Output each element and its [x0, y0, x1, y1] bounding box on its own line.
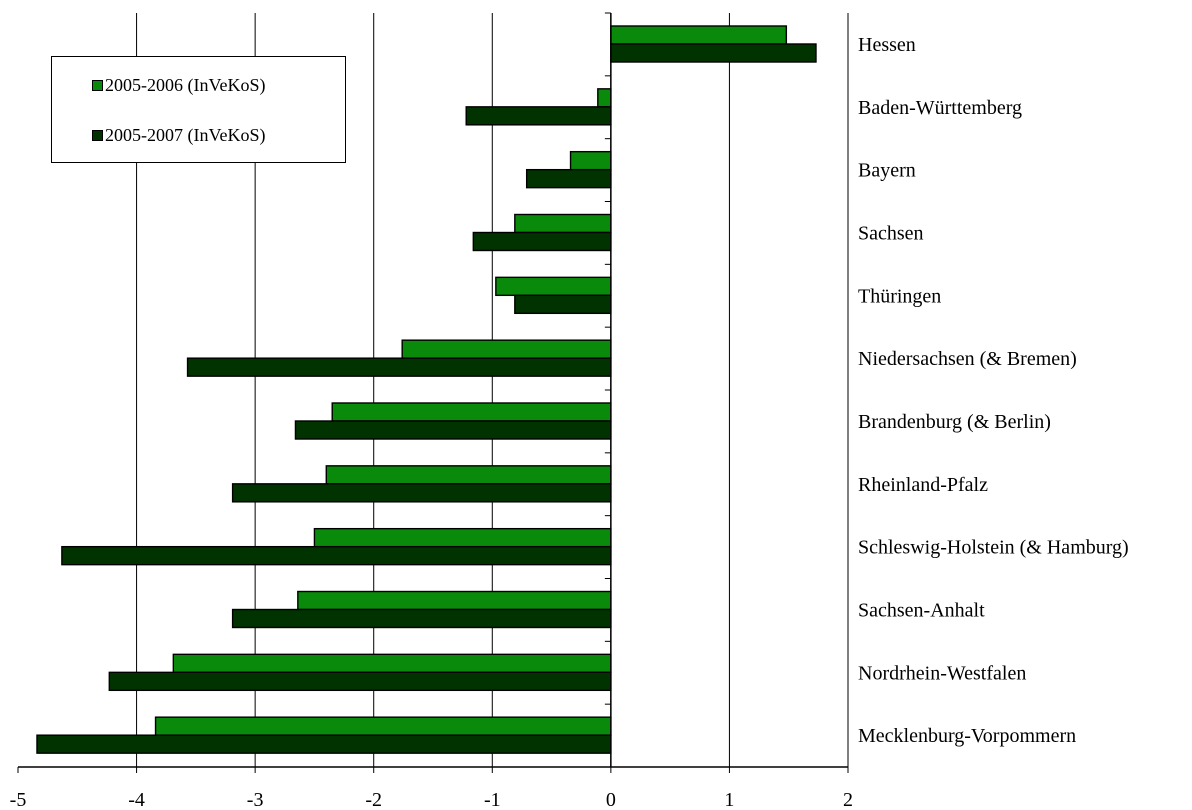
- bar-series-2: [294, 420, 612, 440]
- bar-series-2: [472, 231, 612, 252]
- bar-series-2: [525, 168, 612, 189]
- bar-series-1: [172, 653, 612, 674]
- category-label: Niedersachsen (& Bremen): [858, 348, 1077, 370]
- bar-series-1: [401, 339, 612, 359]
- category-label: Thüringen: [858, 285, 941, 307]
- category-label: Brandenburg (& Berlin): [858, 411, 1051, 433]
- x-tick-label: 2: [843, 789, 853, 810]
- category-label: Hessen: [858, 34, 916, 56]
- bars: [36, 25, 817, 754]
- x-tick-label: -5: [10, 789, 27, 810]
- x-tick-label: 1: [724, 789, 734, 810]
- bar-series-2: [61, 545, 612, 566]
- category-label: Sachsen: [858, 223, 924, 245]
- x-tick-label: -4: [128, 789, 145, 810]
- bar-series-1: [610, 25, 788, 45]
- labels: -5 -4 -3 -2 -1 0 1 2 Hessen Baden-Württemberg Baye…: [10, 34, 1129, 810]
- x-tick-label: 0: [606, 789, 616, 810]
- bar-series-1: [297, 590, 612, 611]
- bar-series-1: [154, 716, 612, 736]
- bar-series-1: [495, 276, 612, 297]
- bar-series-2: [108, 671, 612, 692]
- bar-series-1: [514, 213, 612, 234]
- bar-series-1: [325, 465, 612, 485]
- legend: 2005-2006 (InVeKoS) 2005-2007 (InVeKoS): [51, 56, 346, 163]
- x-tick-label: -3: [247, 789, 264, 810]
- category-label: Sachsen-Anhalt: [858, 600, 985, 622]
- category-label: Nordrhein-Westfalen: [858, 662, 1026, 684]
- category-label: Baden-Württemberg: [858, 97, 1022, 119]
- legend-label-series-2: 2005-2007 (InVeKoS): [105, 125, 266, 145]
- axes: [17, 12, 849, 773]
- x-tick-label: -1: [484, 789, 501, 810]
- bar-series-2: [514, 294, 612, 315]
- x-tick-label: -2: [365, 789, 382, 810]
- bar-series-1: [331, 402, 612, 422]
- bar-series-1: [597, 88, 612, 108]
- legend-swatch-series-2: [92, 130, 103, 141]
- bar-series-2: [186, 357, 612, 377]
- category-label: Mecklenburg-Vorpommern: [858, 725, 1076, 747]
- bar-series-2: [36, 734, 612, 754]
- bar-series-2: [231, 483, 612, 503]
- category-label: Bayern: [858, 160, 916, 182]
- bar-series-1: [313, 527, 612, 548]
- bar-series-1: [569, 150, 612, 171]
- category-label: Schleswig-Holstein (& Hamburg): [858, 537, 1129, 559]
- bar-series-2: [610, 43, 817, 63]
- category-label: Rheinland-Pfalz: [858, 474, 988, 496]
- legend-swatch-series-1: [92, 80, 103, 91]
- legend-item-series-2: 2005-2007 (InVeKoS): [92, 125, 265, 146]
- bar-series-2: [465, 106, 612, 126]
- bar-series-2: [231, 608, 612, 629]
- legend-label-series-1: 2005-2006 (InVeKoS): [105, 75, 266, 95]
- legend-item-series-1: 2005-2006 (InVeKoS): [92, 75, 265, 96]
